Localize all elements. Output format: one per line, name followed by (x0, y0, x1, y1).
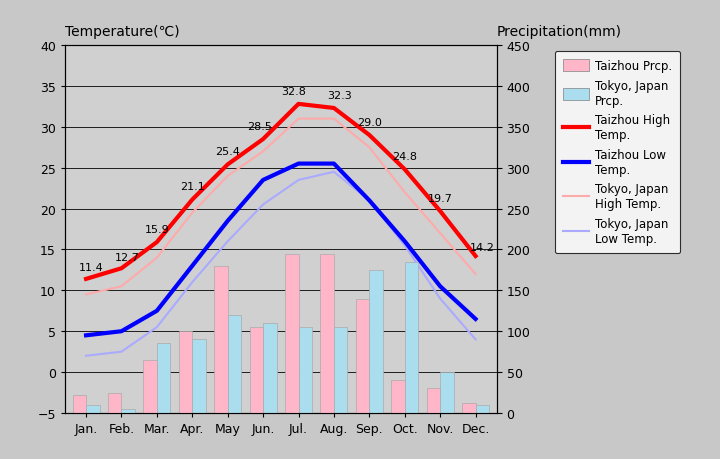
Bar (285, 254, 299, 413)
Legend: Taizhou Prcp., Tokyo, Japan
Prcp., Taizhou High
Temp., Taizhou Low
Temp., Tokyo,: Taizhou Prcp., Tokyo, Japan Prcp., Taizh… (554, 52, 680, 253)
Text: 21.1: 21.1 (180, 182, 204, 192)
Bar (179, 331, 192, 413)
Bar (122, 409, 135, 413)
Bar (228, 315, 241, 413)
Text: Temperature(℃): Temperature(℃) (65, 25, 179, 39)
Text: 24.8: 24.8 (392, 152, 417, 162)
Text: 32.3: 32.3 (327, 90, 351, 101)
Text: 28.5: 28.5 (247, 122, 272, 132)
Bar (299, 327, 312, 413)
Text: 32.8: 32.8 (281, 86, 305, 96)
Text: Precipitation(mm): Precipitation(mm) (497, 25, 622, 39)
Bar (405, 262, 418, 413)
Text: 19.7: 19.7 (428, 193, 453, 203)
Text: 15.9: 15.9 (145, 224, 169, 235)
Bar (192, 340, 206, 413)
Bar (215, 266, 228, 413)
Bar (391, 381, 405, 413)
Text: 25.4: 25.4 (215, 147, 240, 157)
Text: 11.4: 11.4 (79, 263, 104, 273)
Bar (86, 405, 99, 413)
Bar (356, 299, 369, 413)
Bar (462, 403, 475, 413)
Bar (334, 327, 347, 413)
Bar (475, 405, 489, 413)
Bar (440, 372, 454, 413)
Bar (320, 254, 334, 413)
Text: 12.7: 12.7 (114, 252, 139, 262)
Bar (250, 327, 263, 413)
Bar (263, 323, 276, 413)
Bar (427, 389, 440, 413)
Text: 14.2: 14.2 (470, 242, 495, 252)
Bar (157, 344, 171, 413)
Bar (369, 270, 383, 413)
Bar (143, 360, 157, 413)
Text: 29.0: 29.0 (357, 118, 382, 128)
Bar (73, 395, 86, 413)
Bar (108, 393, 122, 413)
